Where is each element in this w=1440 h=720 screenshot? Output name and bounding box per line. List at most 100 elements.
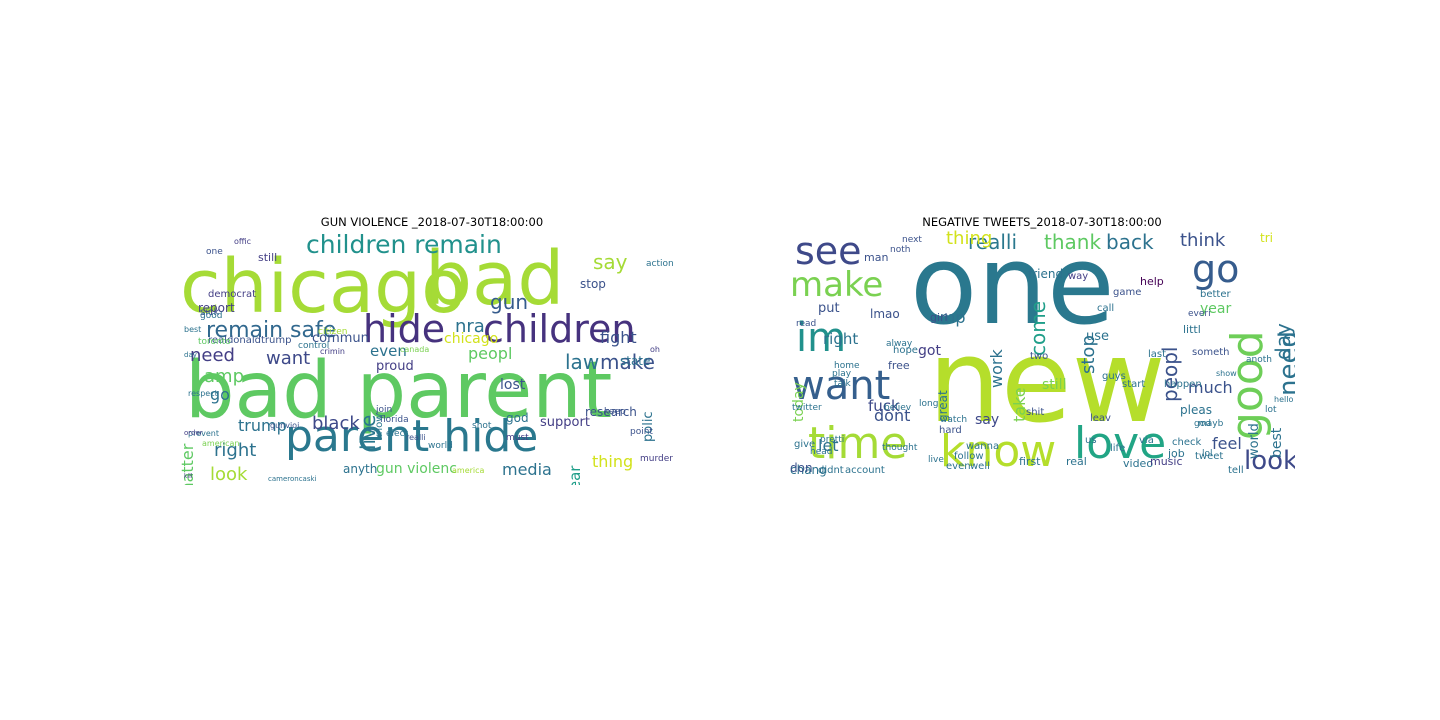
cloud-word: leav [1090, 413, 1111, 424]
cloud-word: happen [1164, 379, 1202, 390]
cloud-word: fight [600, 328, 637, 347]
cloud-word: america [452, 466, 485, 475]
cloud-word: murder [640, 454, 673, 464]
cloud-word: feel [1212, 434, 1242, 453]
cloud-word: stop [580, 277, 606, 291]
panel-title: GUN VIOLENCE _2018-07-30T18:00:00 [320, 215, 544, 229]
cloud-word: best [184, 325, 202, 334]
cloud-word: play [832, 369, 852, 379]
cloud-word: game [1113, 287, 1142, 298]
cloud-word: offic [234, 237, 252, 246]
cloud-word: law [565, 350, 600, 374]
cloud-word: oh [650, 345, 660, 354]
cloud-word: everi [1188, 309, 1211, 319]
cloud-word: alway [886, 339, 913, 349]
cloud-word: someth [1192, 347, 1230, 358]
cloud-word: man [864, 251, 889, 264]
cloud-word: world [1247, 423, 1262, 459]
cloud-word: amp [204, 366, 244, 387]
cloud-word: way [1068, 271, 1089, 282]
cloud-word: head [810, 447, 833, 457]
cloud-word: chang [790, 463, 827, 477]
cloud-word: gun [490, 290, 529, 314]
cloud-word: littl [1183, 323, 1201, 336]
cloud-word: nra [455, 316, 485, 337]
cloud-word: video [1123, 457, 1154, 470]
cloud-word: thing [592, 452, 634, 471]
cloud-word: lot [1265, 405, 1277, 415]
cloud-word: remain safe [206, 318, 337, 343]
cloud-word: hard [939, 425, 962, 436]
cloud-word: long [919, 399, 939, 409]
cloud-word: fuck [868, 397, 900, 415]
cloud-word: florida [380, 415, 409, 425]
cloud-word: control [298, 341, 330, 351]
cloud-word: better [1200, 289, 1231, 300]
cloud-word: give [794, 439, 816, 450]
cloud-word: go [1192, 247, 1240, 291]
cloud-word: black [312, 413, 360, 434]
cloud-word: right [823, 330, 859, 348]
cloud-word: lost [500, 377, 526, 393]
cloud-word: life [1110, 443, 1126, 454]
cloud-word: one [206, 247, 223, 257]
cloud-word: pretti [820, 435, 845, 445]
cloud-word: make [790, 265, 884, 305]
cloud-word: order [184, 429, 203, 437]
cloud-word: citizen [318, 327, 348, 337]
cloud-word: dont [874, 406, 911, 425]
cloud-word: back [1106, 230, 1154, 254]
cloud-word: point [630, 427, 653, 437]
cloud-word: work [987, 349, 1006, 388]
cloud-word: help [1140, 275, 1164, 288]
cloud-word: world [428, 441, 453, 451]
cloud-word: love [1074, 418, 1167, 469]
cloud-word: friend [1028, 267, 1064, 281]
cloud-word: even [370, 342, 407, 360]
cloud-word: chicago [444, 331, 499, 347]
cloud-word: time [808, 418, 908, 469]
cloud-word: next [902, 235, 922, 245]
cloud-word: shit [1026, 407, 1045, 418]
cloud-word: gun violenc [376, 461, 457, 477]
cloud-word: didnt [818, 465, 844, 476]
cloud-word: first [1019, 455, 1041, 468]
cloud-word: elect [386, 429, 409, 439]
cloud-word: good [200, 311, 223, 321]
cloud-word: home [834, 361, 860, 371]
cloud-word: democrat [208, 289, 257, 300]
cloud-word: support [540, 415, 590, 430]
cloud-word: still [258, 251, 278, 264]
cloud-word: come [1026, 300, 1050, 356]
cloud-word: via [1139, 435, 1154, 446]
cloud-word: still [1042, 377, 1067, 393]
cloud-word: hide [363, 307, 446, 351]
cloud-word: proud [376, 359, 414, 374]
cloud-word: commun [312, 331, 369, 346]
cloud-word: well [970, 461, 990, 472]
cloud-word: go [210, 385, 230, 404]
cloud-word: realli [406, 433, 426, 442]
cloud-word: year [1200, 301, 1232, 317]
cloud-word: look [210, 464, 248, 485]
cloud-word: best [1269, 427, 1285, 458]
cloud-word: shot [472, 421, 492, 431]
cloud-word: respect [188, 389, 218, 398]
cloud-word: join [376, 405, 393, 415]
cloud-word: say [593, 250, 628, 274]
cloud-word: thought [882, 443, 918, 453]
cloud-word: thank [1044, 230, 1102, 254]
cloud-word: day [1271, 323, 1295, 360]
cloud-word: trump [238, 416, 287, 435]
cloud-word: even [946, 461, 971, 472]
cloud-word: start [1122, 379, 1146, 390]
cloud-word: pleas [1180, 403, 1212, 417]
cloud-word: much [1188, 378, 1233, 397]
cloud-word: guys [1102, 371, 1126, 382]
cloud-word: bad parent [185, 346, 613, 436]
cloud-word: crimin [320, 347, 345, 356]
cloud-word: last [1148, 349, 1167, 360]
cloud-word: tweet [1195, 451, 1224, 462]
cloud-word: amp [930, 308, 966, 327]
cloud-word: realdonaldtrump [208, 335, 292, 346]
